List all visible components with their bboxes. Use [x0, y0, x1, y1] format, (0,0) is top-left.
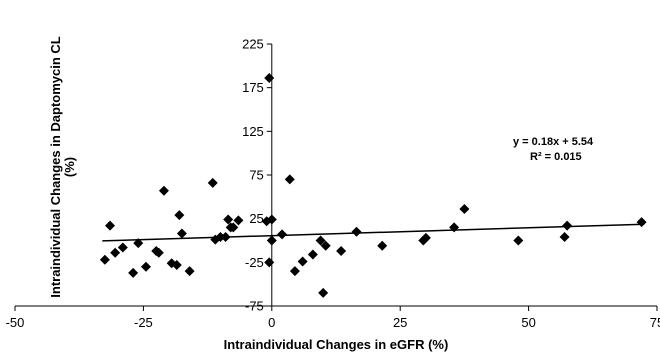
data-point — [307, 249, 318, 260]
data-point — [318, 287, 329, 298]
y-axis-title-line2: (%) — [62, 157, 77, 177]
data-point — [636, 217, 647, 228]
data-point — [171, 259, 182, 270]
data-point — [513, 235, 524, 246]
x-axis-title: Intraindividual Changes in eGFR (%) — [224, 337, 449, 352]
y-tick-label: 125 — [242, 124, 264, 139]
y-tick-label: -75 — [245, 299, 264, 314]
data-point — [266, 214, 277, 225]
data-point — [277, 229, 288, 240]
data-point — [449, 222, 460, 233]
y-tick-label: -25 — [245, 255, 264, 270]
data-point — [315, 235, 326, 246]
data-point — [117, 242, 128, 253]
data-point — [133, 238, 144, 249]
r-squared-label: R² = 0.015 — [530, 151, 582, 163]
data-point — [140, 261, 151, 272]
data-point — [264, 73, 275, 84]
x-tick-label: -25 — [134, 315, 153, 330]
data-point — [289, 266, 300, 277]
data-point — [264, 257, 275, 268]
data-point — [223, 214, 234, 225]
data-point — [228, 222, 239, 233]
y-tick-label: 175 — [242, 80, 264, 95]
data-point — [215, 232, 226, 243]
data-points — [99, 73, 647, 298]
y-axis-ticks: -75 -25 25 75 125 175 225 — [242, 37, 272, 314]
x-tick-label: 25 — [393, 315, 407, 330]
data-point — [420, 232, 431, 243]
data-point — [105, 220, 116, 231]
data-point — [110, 247, 121, 258]
data-point — [128, 267, 139, 278]
data-point — [320, 240, 331, 251]
data-point — [351, 226, 362, 237]
x-tick-label: 50 — [521, 315, 535, 330]
data-point — [459, 204, 470, 215]
data-point — [174, 210, 185, 221]
data-point — [220, 232, 231, 243]
data-point — [207, 177, 218, 188]
x-tick-label: -50 — [6, 315, 25, 330]
data-point — [176, 228, 187, 239]
data-point — [153, 247, 164, 258]
data-point — [562, 220, 573, 231]
data-point — [297, 256, 308, 267]
y-tick-label: 225 — [242, 37, 264, 52]
y-tick-label: 25 — [249, 211, 263, 226]
data-point — [184, 266, 195, 277]
trendline — [102, 223, 645, 242]
x-tick-label: 75 — [650, 315, 660, 330]
data-point — [377, 240, 388, 251]
trendline-equation: y = 0.18x + 5.54 — [513, 136, 594, 148]
data-point — [266, 235, 277, 246]
data-point — [99, 254, 110, 265]
x-tick-label: 0 — [268, 315, 275, 330]
x-axis-ticks: -50 -25 0 25 50 75 — [6, 306, 660, 330]
data-point — [559, 232, 570, 243]
data-point — [158, 185, 169, 196]
y-tick-label: 75 — [249, 168, 263, 183]
data-point — [336, 245, 347, 256]
data-point — [284, 174, 295, 185]
data-point — [233, 215, 244, 226]
axes — [15, 44, 657, 307]
y-axis-title-line1: Intraindividual Changes in Daptomycin CL — [48, 36, 63, 298]
